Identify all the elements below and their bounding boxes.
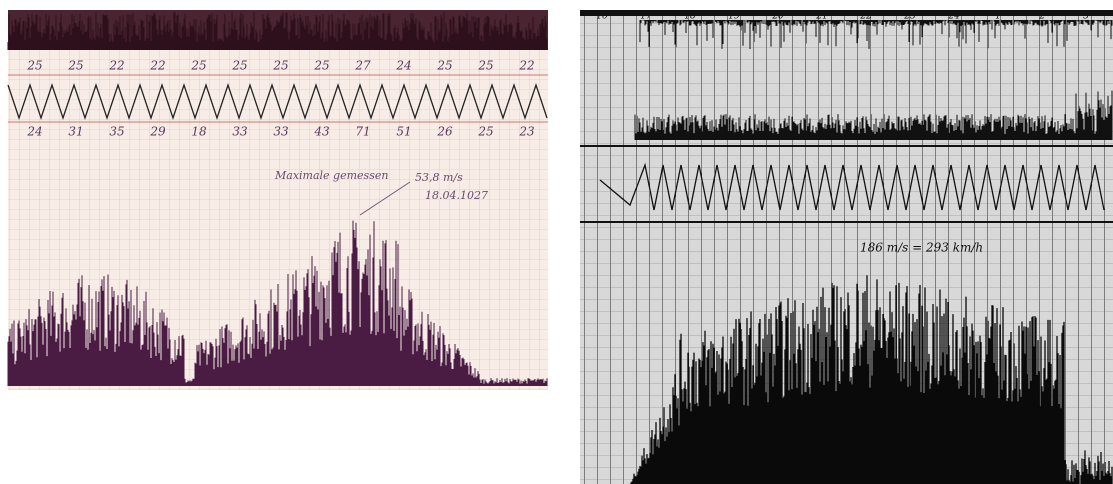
hour-label: 1 <box>995 12 1001 22</box>
scale-label: 24 <box>26 125 42 139</box>
scene: 2525222225252525272425252224313529183333… <box>0 0 1113 484</box>
scale-label: 35 <box>109 125 124 139</box>
hour-label: 18 <box>684 12 696 22</box>
scale-label: 18 <box>191 125 207 139</box>
scale-label: 25 <box>313 59 329 73</box>
scale-label: 33 <box>232 125 248 139</box>
left-record: 25 25 22 22 25 25 25 25 27 24 25 25 22 24 31 35 29 18 33 33… <box>8 10 548 390</box>
scale-label: 25 <box>67 59 83 73</box>
scale-label: 22 <box>518 59 534 73</box>
scale-label: 31 <box>68 125 83 139</box>
annotation: 53,8 m/s <box>415 171 463 184</box>
scale-label: 25 <box>477 125 493 139</box>
scale-label: 29 <box>149 125 166 139</box>
hour-label: 20 <box>771 12 784 22</box>
scale-label: 25 <box>272 59 288 73</box>
annotation: Maximale gemessen <box>274 169 388 182</box>
scale-label: 25 <box>436 59 452 73</box>
scale-label: 23 <box>518 125 535 139</box>
scale-label: 33 <box>273 125 289 139</box>
hour-label: 19 <box>728 12 740 22</box>
scale-label: 25 <box>190 59 206 73</box>
scale-label: 24 <box>395 59 411 73</box>
scale-label: 25 <box>26 59 42 73</box>
scale-label: 43 <box>313 125 330 139</box>
scale-label: 25 <box>231 59 247 73</box>
hour-label: 3 <box>1083 12 1089 22</box>
hour-label: 2 <box>1038 12 1045 22</box>
hour-label: 17 <box>640 12 652 22</box>
scale-label: 71 <box>355 125 370 139</box>
scale-label: 26 <box>436 125 453 139</box>
scale-label: 51 <box>396 125 411 139</box>
hour-label: 23 <box>903 12 916 22</box>
top-edge <box>580 10 1113 16</box>
scale-label: 25 <box>477 59 493 73</box>
scale-label: 27 <box>354 59 371 73</box>
hour-label: 22 <box>859 12 872 22</box>
annotation: 186 m/s = 293 km/h <box>860 241 983 255</box>
hour-label: 16 <box>596 12 608 22</box>
annotation: 18.04.1027 <box>425 189 488 202</box>
scale-label: 22 <box>149 59 165 73</box>
hour-label: 21 <box>815 12 827 22</box>
scale-label: 22 <box>108 59 124 73</box>
hour-label: 24 <box>947 12 960 22</box>
